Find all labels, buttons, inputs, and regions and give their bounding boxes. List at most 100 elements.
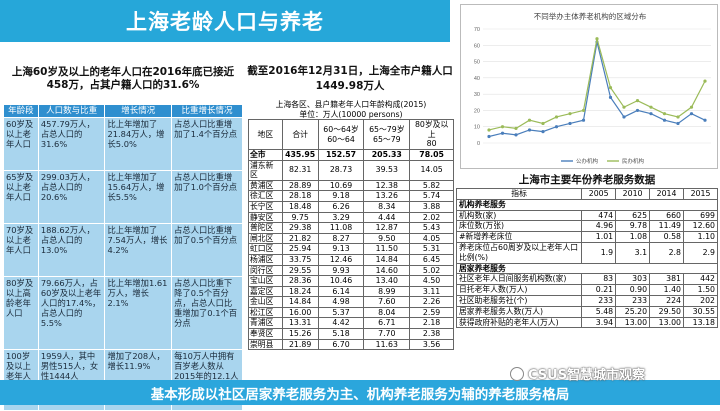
table-cell: 比上年增加了21.84万人，增长5.0% (105, 118, 172, 170)
table-cell: 2.8 (649, 241, 684, 264)
indicator-label: 社区助老服务社(个) (455, 294, 583, 307)
table-row: 65岁及以上老年人口 299.03万人，占总人口的20.6% 比上年增加了15.64… (4, 171, 242, 223)
table-row: 日托老年人数(万人) 0.21 0.90 1.40 1.50 (455, 284, 718, 296)
table-cell: 30.55 (683, 305, 718, 318)
district-col-header: 合计 (281, 119, 319, 150)
table-cell: 4.44 (363, 211, 411, 224)
table-cell: 39.53 (363, 159, 411, 181)
watermark-text: CSUS智慧城市观察 (528, 368, 646, 383)
table-cell: 0.58 (649, 231, 684, 243)
table-row: 70岁及以上老年人口 188.62万人，占总人口的13.0% 比上年增加了7.54万… (4, 224, 242, 276)
table-cell: 18.48 (281, 200, 319, 213)
table-cell: 152.57 (317, 148, 365, 161)
table-cell: 占总人口比重增加了1.0个百分点 (172, 171, 242, 223)
table-cell: 2.38 (409, 328, 454, 340)
table-cell: 1.50 (683, 284, 718, 296)
data-point (595, 37, 599, 41)
table-row: 闸北区 21.82 8.27 9.50 4.05 (248, 232, 454, 245)
data-point (514, 126, 518, 130)
table-row: 松江区 16.00 5.37 8.04 2.59 (248, 306, 454, 319)
table-cell: 699 (683, 209, 718, 222)
table-cell: 比上年增加1.61万人，增长2.1% (105, 277, 172, 349)
data-point (649, 112, 653, 116)
left-panel: 上海60岁及以上的老年人口在2016年底已接近458万，占其户籍人口的31.6%… (0, 48, 246, 410)
table-cell: 18.24 (281, 285, 319, 298)
table-cell: 4.42 (317, 317, 365, 330)
table-cell: 6.14 (317, 285, 365, 298)
table-row: 机构数(家) 474 625 660 699 (455, 209, 718, 222)
table-cell: 3.88 (409, 200, 454, 213)
data-point (608, 86, 613, 90)
table-cell: 79.66万人，占60岁及以上老年人口的17.4%，占总人口的5.5% (38, 277, 105, 349)
table-cell: 82.31 (281, 159, 319, 181)
table-row: 崇明县 21.89 6.70 11.63 3.56 (248, 338, 454, 351)
table-cell: 4.96 (581, 220, 617, 233)
data-point (662, 118, 667, 122)
table-cell: 10.46 (317, 275, 365, 287)
table-cell: 12.46 (317, 253, 365, 266)
table-cell: 80岁及以上高龄老年人口 (4, 277, 38, 349)
table-cell: 14.60 (363, 264, 411, 277)
legend-label: 民办机构 (622, 157, 645, 165)
table-cell: 嘉定区 (248, 285, 283, 298)
service-col-header: 2015 (683, 188, 718, 200)
y-tick-label: 50 (474, 60, 480, 66)
table-cell: 1.01 (581, 231, 617, 243)
table-cell: 9.78 (615, 220, 651, 233)
table-cell: 9.18 (317, 190, 365, 202)
table-cell: 徐汇区 (248, 190, 283, 202)
caption-row: 单位：万人(10000 persons) (249, 110, 454, 120)
data-point (622, 105, 626, 109)
table-cell: 金山区 (248, 296, 283, 308)
data-point (635, 99, 640, 103)
table-cell: 比上年增加了15.64万人，增长5.5% (105, 171, 172, 223)
table-cell: 普陀区 (248, 222, 283, 234)
indicator-label: 机构数(家) (455, 209, 583, 222)
table-cell: 65岁及以上老年人口 (4, 171, 38, 223)
y-tick-label: 30 (474, 92, 480, 98)
left-col-header: 人口数与比重 (38, 105, 105, 117)
table-row: 社区助老服务社(个) 233 233 224 202 (455, 294, 718, 307)
table-row: 闵行区 29.55 9.93 14.60 5.02 (248, 264, 454, 277)
indicator-label: 社区老年人日间服务机构数(家) (455, 273, 583, 286)
table-row: 黄浦区 28.89 10.69 12.38 5.82 (248, 179, 454, 192)
indicator-label: 居家养老服务人数(万人) (455, 305, 583, 318)
table-cell: 6.26 (317, 200, 365, 213)
table-cell: 78.05 (409, 148, 454, 161)
table-row: #新增养老床位 1.01 1.08 0.58 1.10 (455, 231, 718, 243)
table-row: 居家养老服务人数(万人) 5.48 25.20 29.50 30.55 (455, 305, 718, 318)
table-cell: 15.26 (281, 328, 319, 340)
table-cell: 1.9 (581, 241, 617, 264)
y-tick-label: 10 (474, 125, 480, 131)
table-row: 社区老年人日间服务机构数(家) 83 303 381 442 (455, 273, 718, 286)
table-cell: 13.40 (363, 275, 411, 287)
table-cell: 28.73 (317, 159, 365, 181)
header-row: 指标 2005 2010 2014 2015 (455, 188, 718, 200)
indicator-label: 获得政府补贴的老年人(万人) (455, 316, 583, 329)
table-cell: 占总人口比重下降了0.5个百分点，占总人口比重增加了0.1个百分点 (172, 277, 242, 349)
table-cell: 5.31 (409, 243, 454, 255)
indicator-label: #新增养老床位 (455, 231, 583, 243)
data-point (676, 115, 680, 119)
unit-caption: 单位：万人(10000 persons) (299, 109, 403, 119)
data-point (487, 128, 491, 132)
table-row: 青浦区 13.31 4.42 6.71 2.18 (248, 317, 454, 330)
header-row: 地区 合计 60～64岁 60～64 65～79岁 65～79 80岁及以上 80 (248, 119, 454, 150)
table-cell: 3.29 (317, 211, 365, 224)
district-age-table: 上海各区、县户籍老年人口年龄构成(2015) 单位：万人(10000 person… (248, 100, 454, 351)
table-cell: 12.87 (363, 222, 411, 234)
service-col-header: 2010 (615, 188, 651, 200)
table-cell: 0.21 (581, 284, 617, 296)
elderly-service-table: 指标 2005 2010 2014 2015 机构养老服务 机构数(家) 474 625 660 6… (455, 188, 718, 329)
table-cell: 静安区 (248, 211, 283, 224)
table-cell: 5.43 (409, 222, 454, 234)
table-row: 普陀区 29.38 11.08 12.87 5.43 (248, 222, 454, 234)
line-chart: 不同举办主体养老机构的区域分布 0 10 20 30 40 50 60 70 公办机构 民办机构 (460, 4, 718, 169)
left-col-header: 增长情况 (105, 105, 172, 117)
data-point (554, 115, 559, 119)
table-cell: 660 (649, 209, 684, 222)
table-cell: 8.99 (363, 285, 411, 298)
section-label: 机构养老服务 (456, 198, 718, 211)
data-point (514, 133, 518, 137)
table-cell: 闸北区 (248, 232, 283, 245)
